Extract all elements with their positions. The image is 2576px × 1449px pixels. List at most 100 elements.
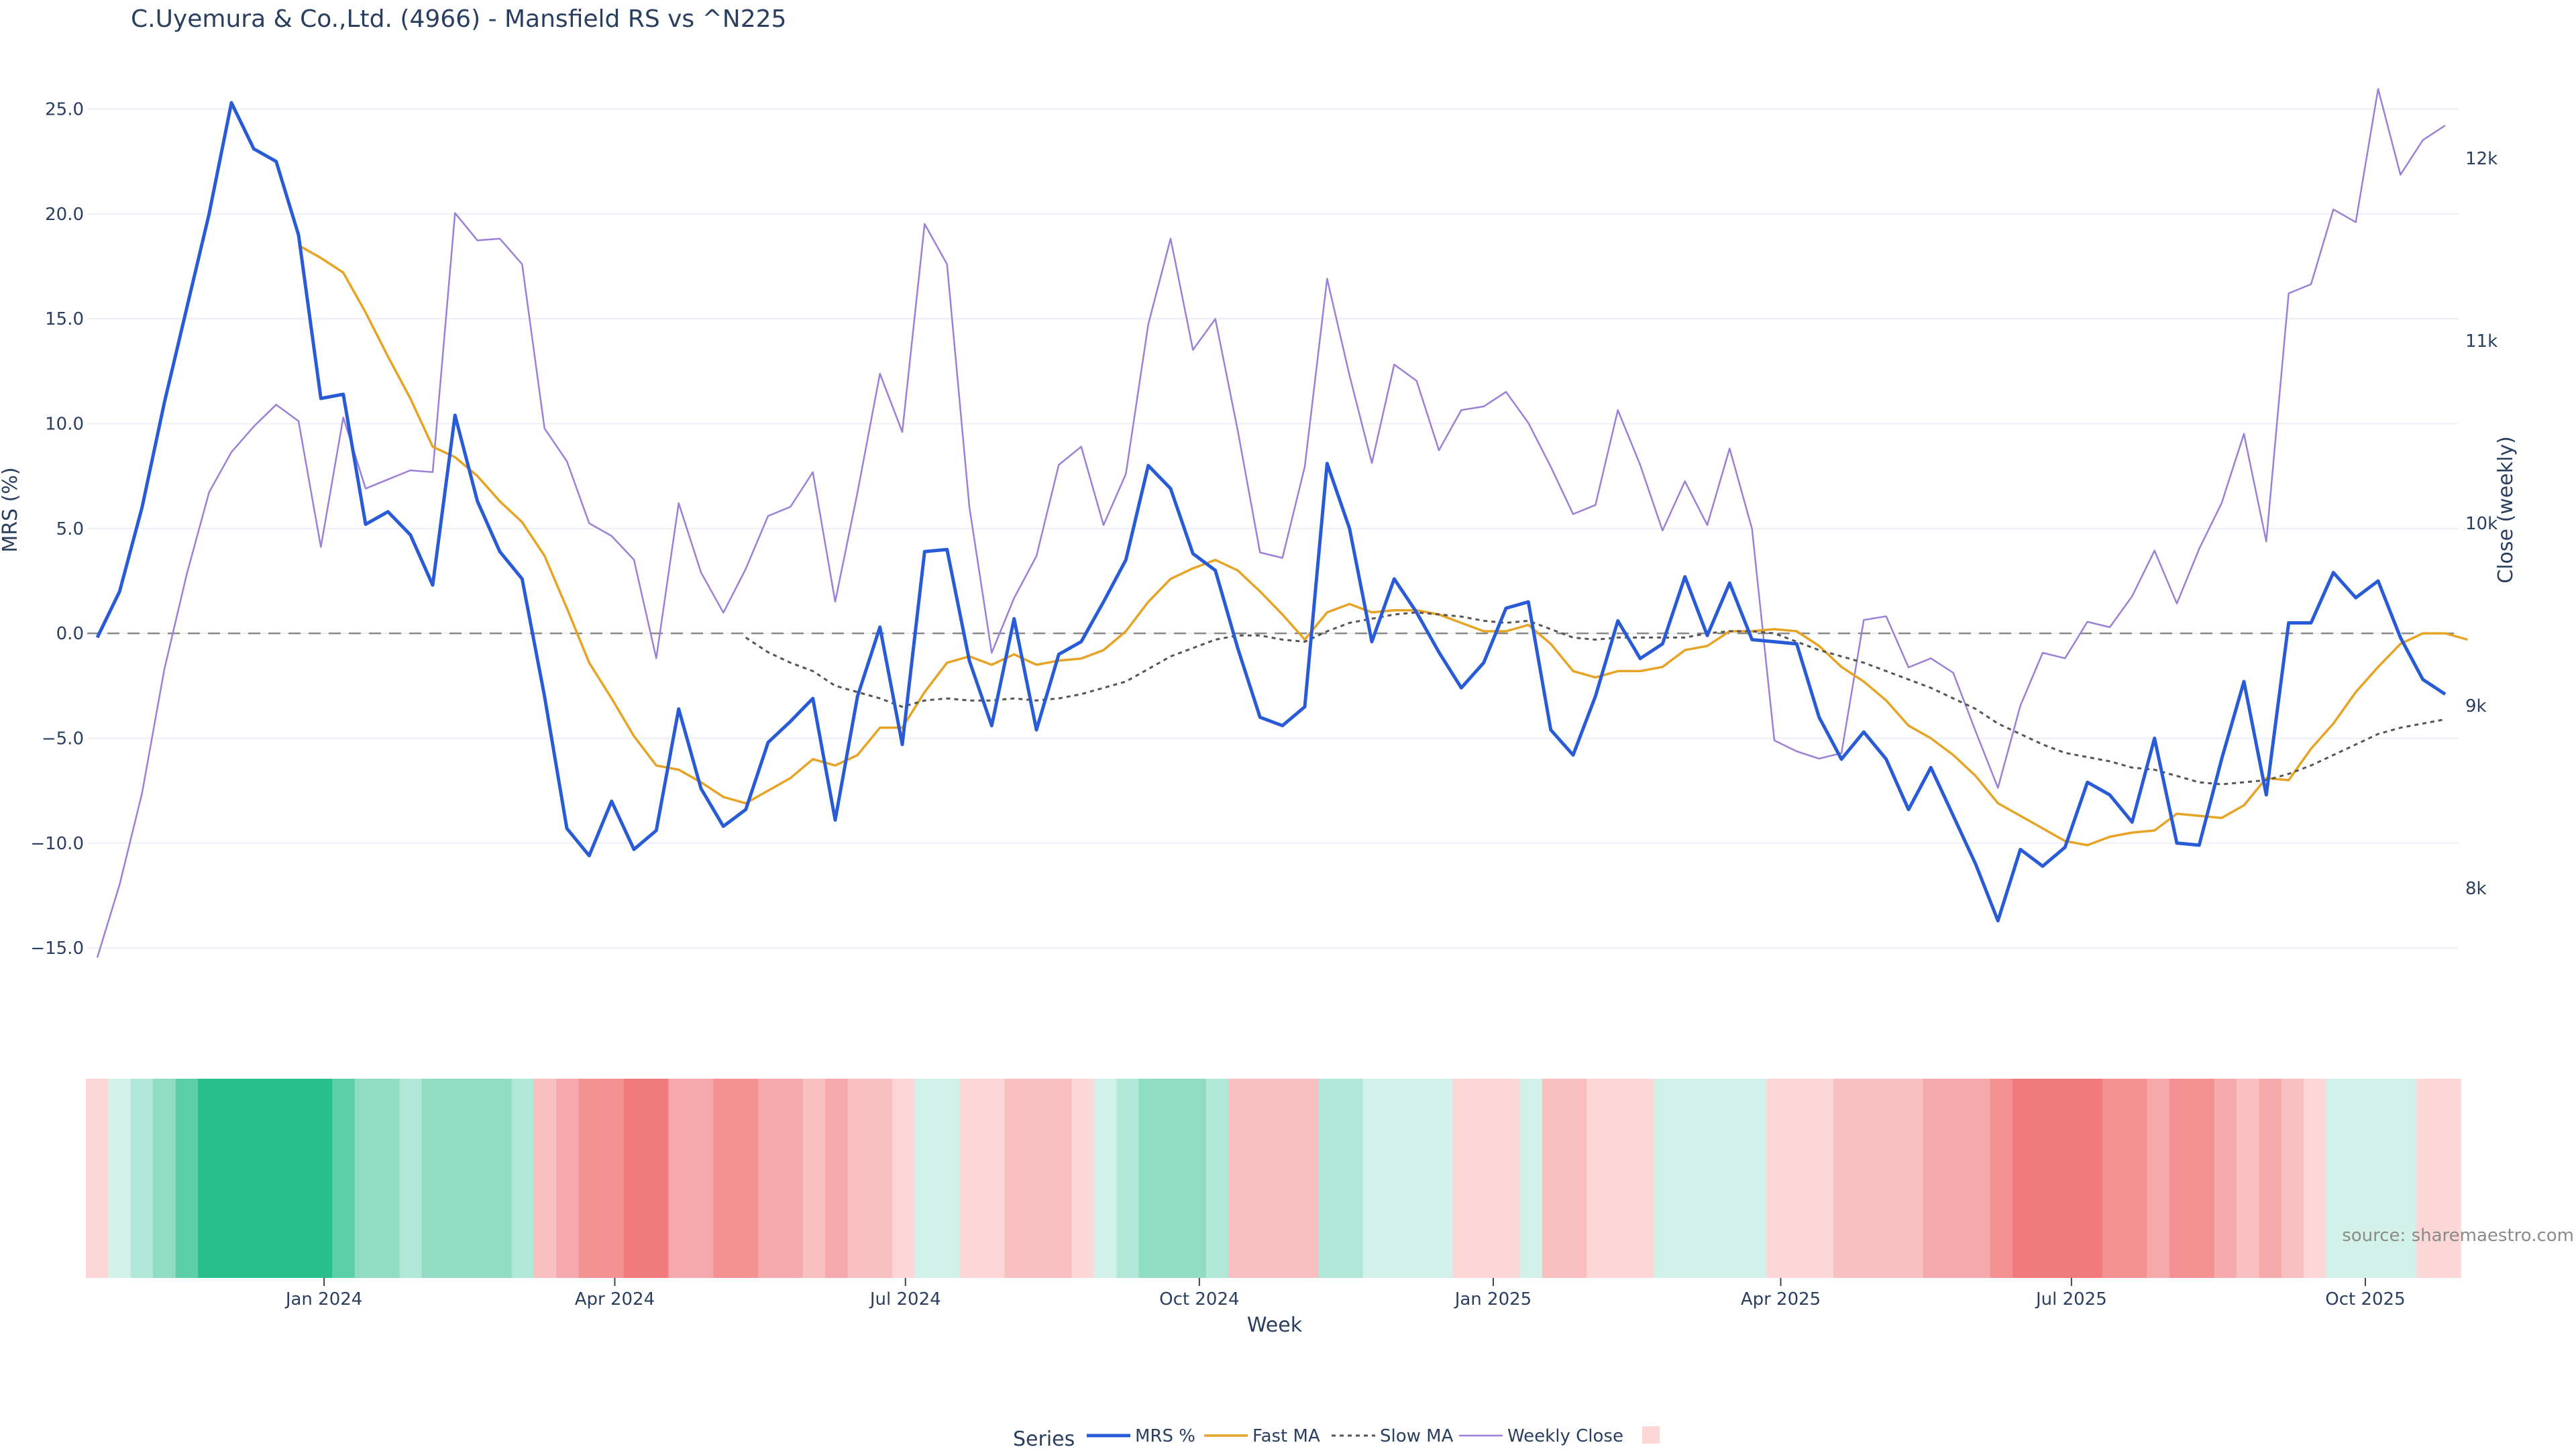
x-tick-label: Jul 2024: [869, 1289, 941, 1309]
legend-label: Fast MA: [1252, 1426, 1320, 1446]
strip-cell: [645, 1079, 669, 1278]
strip-cell: [2237, 1079, 2260, 1278]
strip-cell: [2057, 1079, 2081, 1278]
strip-cell: [981, 1079, 1006, 1278]
y-tick-label-left: −5.0: [42, 729, 84, 749]
y-tick-label-left: −10.0: [30, 834, 84, 854]
strip-cell: [1811, 1079, 1834, 1278]
strip-cell: [1788, 1079, 1812, 1278]
strip-cell: [1004, 1079, 1028, 1278]
x-tick-label: Oct 2024: [1159, 1289, 1239, 1309]
strip-cell: [108, 1079, 131, 1278]
grid-lines: [87, 108, 2459, 949]
y-tick-label-left: −15.0: [30, 938, 84, 959]
strip-cell: [421, 1079, 445, 1278]
strip-cell: [1093, 1079, 1118, 1278]
strip-cell: [937, 1079, 961, 1278]
strip-cell: [287, 1079, 311, 1278]
y-axis-right: 8k 9k 10k 11k 12k: [2465, 149, 2498, 899]
y-tick-label-left: 20.0: [45, 205, 84, 225]
strip-cell: [1026, 1079, 1050, 1278]
y-tick-label-left: 25.0: [45, 100, 84, 120]
strip-cell: [2012, 1079, 2036, 1278]
strip-cell: [1250, 1079, 1274, 1278]
series-lines: [87, 88, 2468, 958]
strip-cell: [2035, 1079, 2058, 1278]
strip-cell: [713, 1079, 737, 1278]
strip-cell: [2192, 1079, 2215, 1278]
strip-cell: [847, 1079, 871, 1278]
strip-cell: [489, 1079, 513, 1278]
strip-cell: [2393, 1079, 2417, 1278]
x-tick-label: Jan 2025: [1454, 1289, 1532, 1309]
strip-cell: [511, 1079, 535, 1278]
x-tick-label: Jan 2024: [284, 1289, 363, 1309]
strip-cell: [175, 1079, 199, 1278]
legend-label: Slow MA: [1380, 1426, 1454, 1446]
y-tick-label-left: 0.0: [56, 624, 84, 644]
strip-cell: [601, 1079, 625, 1278]
strip-cell: [2147, 1079, 2170, 1278]
strip-cell: [399, 1079, 423, 1278]
strip-cell: [1452, 1079, 1476, 1278]
y-tick-label-left: 5.0: [56, 519, 84, 539]
strip-cell: [2438, 1079, 2461, 1278]
legend-label: Weekly Close: [1507, 1426, 1623, 1446]
y-axis-left-title: MRS (%): [0, 467, 22, 552]
x-axis: Jan 2024 Apr 2024 Jul 2024 Oct 2024 Jan 2025…: [284, 1278, 2406, 1309]
series-line-weekly-close: [96, 88, 2446, 958]
strip-cell: [869, 1079, 894, 1278]
strip-cell: [1183, 1079, 1207, 1278]
strip-cell: [1407, 1079, 1431, 1278]
legend-label: MRS %: [1135, 1426, 1195, 1446]
strip-cell: [265, 1079, 288, 1278]
strip-cell: [153, 1079, 176, 1278]
strip-cell: [2169, 1079, 2193, 1278]
strip-cell: [2259, 1079, 2282, 1278]
strip-cell: [1362, 1079, 1386, 1278]
strip-cell: [2125, 1079, 2148, 1278]
strip-cell: [1138, 1079, 1162, 1278]
strip-cell: [1631, 1079, 1655, 1278]
strip-cell: [1900, 1079, 1924, 1278]
strip-cell: [1654, 1079, 1677, 1278]
x-axis-title: Week: [1247, 1313, 1303, 1337]
x-tick-label: Apr 2025: [1741, 1289, 1821, 1309]
strip-cell: [1923, 1079, 1946, 1278]
strip-cell: [690, 1079, 714, 1278]
series-line-mrs-: [95, 101, 2447, 922]
source-label: source: sharemaestro.com: [2342, 1226, 2574, 1246]
x-tick-label: Apr 2024: [575, 1289, 655, 1309]
strip-cell: [377, 1079, 400, 1278]
x-tick-label: Oct 2025: [2325, 1289, 2405, 1309]
strip-cell: [1542, 1079, 1565, 1278]
strip-cell: [533, 1079, 557, 1278]
strip-cell: [197, 1079, 221, 1278]
strip-cell: [130, 1079, 154, 1278]
strip-cell: [2326, 1079, 2349, 1278]
strip-cell: [735, 1079, 759, 1278]
strip-cell: [1340, 1079, 1364, 1278]
strip-cell: [1205, 1079, 1230, 1278]
strip-cell: [1609, 1079, 1633, 1278]
strip-cell: [2304, 1079, 2327, 1278]
strip-cell: [1856, 1079, 1879, 1278]
strip-cell: [1385, 1079, 1409, 1278]
strip-cell: [2416, 1079, 2439, 1278]
strip-cell: [1497, 1079, 1521, 1278]
y-axis-right-title: Close (weekly): [2494, 436, 2518, 584]
strip-cell: [914, 1079, 938, 1278]
strip-cell: [1587, 1079, 1610, 1278]
y-tick-label-right: 8k: [2465, 879, 2487, 899]
strip-cell: [1968, 1079, 1991, 1278]
strip-cell: [309, 1079, 333, 1278]
strip-cell: [1318, 1079, 1341, 1278]
strip-cell: [1071, 1079, 1095, 1278]
strip-cell: [242, 1079, 266, 1278]
strip-cell: [1743, 1079, 1767, 1278]
strip-cell: [1721, 1079, 1745, 1278]
y-tick-label-right: 12k: [2465, 149, 2498, 169]
strip-cell: [2214, 1079, 2237, 1278]
strip-cell: [2349, 1079, 2372, 1278]
